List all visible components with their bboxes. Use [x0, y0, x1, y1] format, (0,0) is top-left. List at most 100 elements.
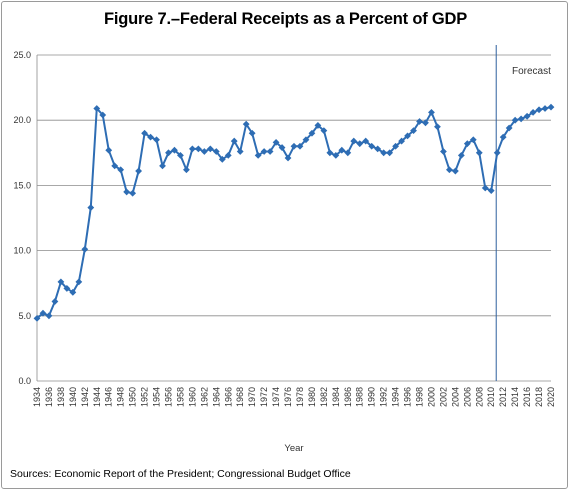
x-tick-label: 1938	[56, 387, 66, 407]
data-point	[194, 145, 202, 153]
data-point	[428, 108, 435, 116]
data-point	[153, 136, 160, 144]
data-point	[374, 145, 382, 153]
data-point	[69, 288, 77, 296]
x-tick-label: 1962	[199, 387, 209, 407]
data-point	[499, 133, 507, 141]
x-tick-label: 2020	[546, 387, 556, 407]
y-tick-label: 5.0	[18, 311, 31, 321]
x-tick-label: 1994	[391, 387, 401, 407]
data-point	[123, 188, 131, 196]
data-point	[451, 167, 459, 175]
data-point	[535, 106, 543, 114]
x-tick-label: 2012	[498, 387, 508, 407]
data-point	[547, 103, 555, 111]
x-tick-label: 1972	[259, 387, 269, 407]
data-point	[523, 112, 531, 120]
x-tick-label: 1952	[140, 387, 150, 407]
data-point	[236, 148, 244, 155]
data-point	[440, 148, 447, 155]
data-point	[463, 140, 471, 148]
data-point	[398, 137, 405, 145]
x-tick-label: 1960	[187, 387, 197, 407]
x-tick-label: 2016	[522, 387, 532, 407]
data-point	[344, 149, 352, 157]
data-point	[416, 118, 423, 125]
y-tick-label: 25.0	[13, 50, 31, 60]
y-tick-label: 15.0	[13, 180, 31, 190]
x-tick-label: 2002	[438, 387, 448, 407]
data-point	[183, 166, 190, 174]
x-tick-label: 1948	[116, 387, 126, 407]
forecast-label: Forecast	[512, 66, 551, 77]
data-point	[338, 146, 346, 154]
data-point	[308, 129, 316, 137]
data-point	[99, 111, 107, 119]
data-point	[350, 137, 358, 145]
data-point	[296, 142, 304, 150]
x-tick-label: 1974	[271, 387, 281, 407]
data-point	[212, 148, 220, 155]
data-point	[111, 162, 119, 170]
data-point	[493, 149, 501, 157]
data-point	[260, 148, 268, 155]
x-tick-label: 1954	[152, 387, 162, 407]
data-point	[159, 162, 166, 170]
data-point	[475, 149, 483, 157]
y-tick-label: 10.0	[13, 246, 31, 256]
data-point	[278, 144, 286, 151]
data-point	[320, 127, 328, 135]
data-point	[314, 122, 322, 129]
x-tick-label: 1982	[319, 387, 329, 407]
x-tick-label: 2004	[450, 387, 460, 407]
data-point	[188, 145, 196, 153]
y-tick-labels: 0.0 5.0 10.0 15.0 20.0 25.0	[13, 50, 31, 386]
data-point	[457, 152, 465, 159]
x-tick-label: 1986	[343, 387, 353, 407]
x-tick-label: 2006	[462, 387, 472, 407]
x-tick-label: 1992	[379, 387, 389, 407]
x-tick-label: 2000	[426, 387, 436, 407]
series-receipts	[33, 103, 555, 322]
data-point	[254, 152, 262, 159]
data-point	[541, 105, 549, 112]
data-point	[445, 166, 453, 174]
data-point	[380, 149, 388, 157]
x-tick-label: 1970	[247, 387, 257, 407]
x-axis-title: Year	[284, 443, 303, 454]
data-point	[63, 285, 71, 292]
data-point	[290, 142, 298, 150]
x-tick-label: 1940	[68, 387, 78, 407]
data-point	[165, 149, 172, 157]
data-point	[141, 129, 148, 137]
source-note: Sources: Economic Report of the Presiden…	[10, 468, 351, 480]
data-point	[326, 149, 334, 157]
data-point	[87, 204, 95, 211]
data-point	[410, 127, 417, 135]
data-point	[39, 309, 47, 317]
x-tick-label: 1950	[128, 387, 138, 407]
data-point	[469, 136, 477, 144]
grid-lines	[37, 54, 551, 317]
x-tick-label: 1978	[295, 387, 305, 407]
axes	[36, 55, 551, 382]
data-point	[332, 152, 340, 159]
data-point	[404, 132, 411, 140]
data-point	[422, 119, 429, 127]
data-point	[487, 187, 495, 195]
data-point	[93, 105, 101, 112]
x-tick-label: 1968	[235, 387, 245, 407]
data-point	[517, 115, 525, 123]
data-point	[272, 138, 280, 146]
x-tick-label: 1998	[415, 387, 425, 407]
data-point	[356, 140, 364, 148]
data-point	[386, 149, 394, 157]
x-tick-label: 1934	[32, 387, 42, 407]
data-point	[45, 312, 53, 320]
data-point	[200, 148, 208, 155]
data-point	[368, 142, 376, 150]
data-point	[57, 278, 65, 286]
x-tick-label: 1980	[307, 387, 317, 407]
x-tick-label: 1988	[355, 387, 365, 407]
